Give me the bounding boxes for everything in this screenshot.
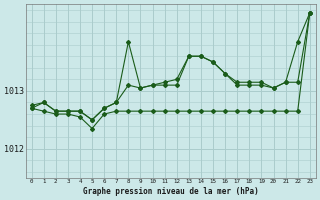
X-axis label: Graphe pression niveau de la mer (hPa): Graphe pression niveau de la mer (hPa) bbox=[83, 187, 259, 196]
